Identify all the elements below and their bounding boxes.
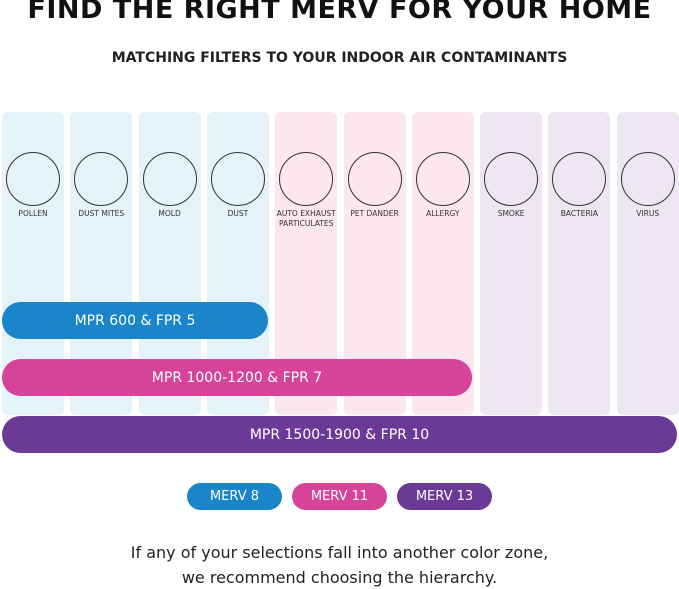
legend-pill: MERV 11 xyxy=(292,483,387,510)
contaminant-label: BACTERIA xyxy=(560,209,599,218)
contaminant-icon xyxy=(142,152,197,206)
subtitle: MATCHING FILTERS TO YOUR INDOOR AIR CONT… xyxy=(111,50,568,66)
contaminant-icon xyxy=(552,152,607,206)
footer-text: we recommend choosing the hierarchy. xyxy=(181,568,498,587)
filter-bar: MPR 600 & FPR 5 xyxy=(2,302,268,339)
contaminant-icon xyxy=(74,152,129,206)
footer-text: If any of your selections fall into anot… xyxy=(130,543,549,562)
contaminant-label: POLLEN xyxy=(18,209,48,218)
contaminant-label: DUST xyxy=(227,209,249,218)
contaminant-label: PET DANDER xyxy=(350,209,399,218)
contaminant-label: VIRUS xyxy=(636,209,660,218)
contaminant-icon xyxy=(347,152,402,206)
filter-bar: MPR 1500-1900 & FPR 10 xyxy=(2,416,677,453)
contaminant-icon xyxy=(620,152,675,206)
contaminant-icon xyxy=(210,152,265,206)
legend-pill: MERV 13 xyxy=(397,483,492,510)
contaminant-label: DUST MITES xyxy=(78,209,125,218)
title: FIND THE RIGHT MERV FOR YOUR HOME xyxy=(27,0,652,25)
filter-bar: MPR 1000-1200 & FPR 7 xyxy=(2,359,472,396)
contaminant-icon xyxy=(279,152,334,206)
legend-pill: MERV 8 xyxy=(187,483,282,510)
contaminant-icon xyxy=(6,152,60,206)
contaminant-label: MOLD xyxy=(158,209,181,218)
contaminant-label: SMOKE xyxy=(497,209,525,218)
contaminant-label: ALLERGY xyxy=(426,209,460,218)
contaminant-label: AUTO EXHAUST PARTICULATES xyxy=(276,209,336,228)
contaminant-icon xyxy=(415,152,470,206)
contaminant-icon xyxy=(484,152,539,206)
